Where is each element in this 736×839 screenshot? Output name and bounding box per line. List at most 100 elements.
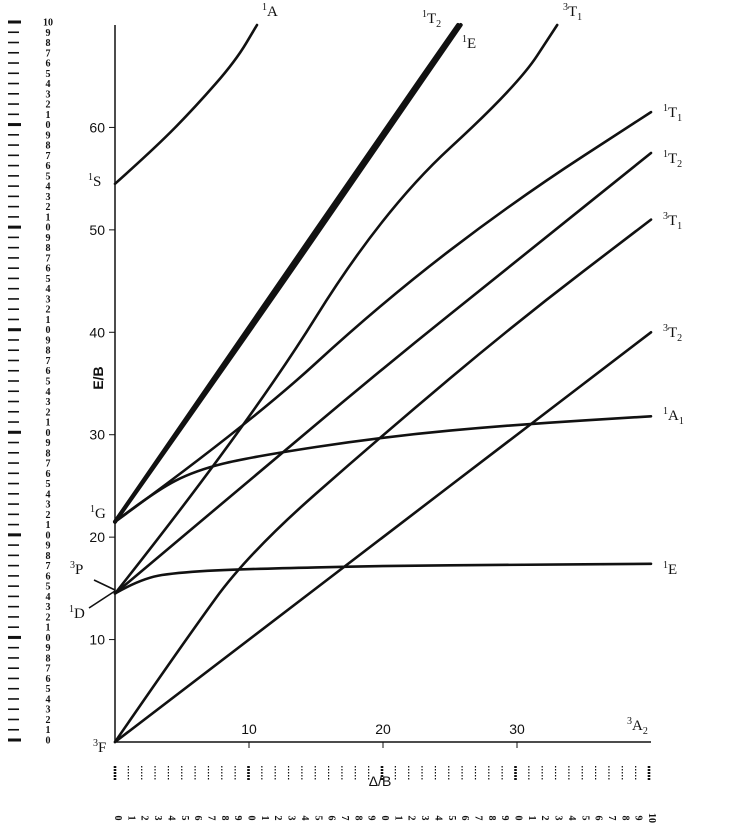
term-label-a1: 1A1 xyxy=(663,406,684,427)
bottom-ruler-digit: 0 xyxy=(246,816,257,821)
left-ruler-digit: 4 xyxy=(46,387,51,398)
left-ruler-digit: 3 xyxy=(46,89,51,100)
left-ruler-digit: 5 xyxy=(46,171,51,182)
term-labels: 1A 1T2 1E 3T1 1T1 1T2 3T1 3T2 1A1 1E 3A2 1S 1G 3P 1D 3F xyxy=(69,2,684,756)
term-label-g: 1G xyxy=(90,504,106,522)
bottom-ruler-digit: 7 xyxy=(205,816,216,821)
term-label-t2b: 1T2 xyxy=(663,149,682,170)
left-ruler-digit: 5 xyxy=(46,274,51,285)
y-tick-label: 40 xyxy=(89,324,105,340)
left-ruler-digit: 1 xyxy=(46,520,51,531)
bottom-ruler-digit: 0 xyxy=(513,816,524,821)
series-lines xyxy=(88,23,653,744)
left-ruler-digit: 9 xyxy=(46,335,51,346)
bottom-ruler-digit: 3 xyxy=(553,816,564,821)
left-ruler-digit: 5 xyxy=(46,479,51,490)
bottom-ruler-digit: 2 xyxy=(539,816,550,821)
bottom-ruler-digit: 4 xyxy=(432,816,443,821)
bottom-ruler-digit: 1 xyxy=(526,816,537,821)
left-ruler-digit: 2 xyxy=(46,407,51,418)
left-ruler-digit: 0 xyxy=(46,530,51,541)
x-axis-title: Δ/B xyxy=(369,773,392,789)
left-ruler-digit: 0 xyxy=(46,223,51,234)
left-ruler-digit: 1 xyxy=(46,110,51,121)
left-ruler-digit: 3 xyxy=(46,397,51,408)
left-ruler-digit: 2 xyxy=(46,510,51,521)
left-ruler-digit: 5 xyxy=(46,377,51,388)
series-line-6 xyxy=(113,218,653,744)
bottom-ruler-digit: 1 xyxy=(125,816,136,821)
y-axis-title: E/B xyxy=(90,366,106,389)
left-ruler-digit: 6 xyxy=(46,674,51,685)
left-ruler-digit: 10 xyxy=(43,18,53,29)
bottom-ruler-digit: 10 xyxy=(646,813,657,823)
left-ruler-digit: 6 xyxy=(46,59,51,70)
term-label-d: 1D xyxy=(69,604,85,622)
bottom-ruler-digit: 5 xyxy=(179,816,190,821)
bottom-ruler-digit: 1 xyxy=(392,816,403,821)
bottom-ruler-digit: 8 xyxy=(619,816,630,821)
x-ticks: 10 20 30 xyxy=(241,721,525,748)
left-ruler-digit: 4 xyxy=(46,489,51,500)
left-ruler-digit: 4 xyxy=(46,284,51,295)
term-label-eb: 1E xyxy=(663,560,677,578)
left-ruler-digit: 7 xyxy=(46,356,51,367)
bottom-ruler-digit: 6 xyxy=(326,816,337,821)
left-ruler-digit: 1 xyxy=(46,212,51,223)
series-line-5 xyxy=(113,151,653,595)
left-ruler-digit: 0 xyxy=(46,120,51,131)
bottom-ruler-digit: 5 xyxy=(579,816,590,821)
left-ruler-digit: 7 xyxy=(46,253,51,264)
term-label-t1b: 1T1 xyxy=(663,103,682,124)
x-tick-label: 10 xyxy=(241,721,257,737)
y-tick-label: 20 xyxy=(89,529,105,545)
left-ruler-digit: 8 xyxy=(46,141,51,152)
term-label-ea: 1E xyxy=(462,34,476,52)
left-ruler-digit: 4 xyxy=(46,79,51,90)
term-label-t2c: 3T2 xyxy=(663,323,682,344)
bottom-ruler-digit: 5 xyxy=(312,816,323,821)
left-ruler-digit: 4 xyxy=(46,694,51,705)
bottom-ruler-digit: 2 xyxy=(406,816,417,821)
left-ruler-digit: 9 xyxy=(46,643,51,654)
left-ruler-digit: 9 xyxy=(46,541,51,552)
term-label-t1a: 3T1 xyxy=(563,2,582,23)
series-line-2 xyxy=(113,23,460,524)
term-label-p: 3P xyxy=(70,560,83,578)
left-ruler-digit: 8 xyxy=(46,38,51,49)
left-ruler-digit: 2 xyxy=(46,100,51,111)
bottom-ruler-digit: 8 xyxy=(219,816,230,821)
left-ruler-digit: 4 xyxy=(46,592,51,603)
left-ruler-digit: 7 xyxy=(46,664,51,675)
bottom-ruler-digit: 6 xyxy=(192,816,203,821)
left-ruler-digit: 7 xyxy=(46,151,51,162)
y-tick-label: 10 xyxy=(89,632,105,648)
y-tick-label: 60 xyxy=(89,119,105,135)
series-line-9 xyxy=(113,562,653,595)
left-ruler-digit: 6 xyxy=(46,161,51,172)
bottom-ruler-digit: 4 xyxy=(566,816,577,821)
left-ruler-digit: 8 xyxy=(46,243,51,254)
y-ticks: 10 20 30 40 50 60 xyxy=(89,119,115,648)
left-ruler-digit: 1 xyxy=(46,725,51,736)
bottom-ruler-digit: 4 xyxy=(299,816,310,821)
left-ruler-digit: 5 xyxy=(46,582,51,593)
y-tick-label: 50 xyxy=(89,222,105,238)
left-ruler-digit: 3 xyxy=(46,294,51,305)
y-tick-label: 30 xyxy=(89,427,105,443)
bottom-ruler-digit: 0 xyxy=(379,816,390,821)
left-ruler-digit: 7 xyxy=(46,459,51,470)
bottom-ruler-digit: 9 xyxy=(232,816,243,821)
d-connector xyxy=(88,590,116,609)
bottom-ruler-digit: 8 xyxy=(486,816,497,821)
p-connector xyxy=(93,579,116,591)
bottom-ruler-digit: 2 xyxy=(139,816,150,821)
bottom-ruler-digit: 7 xyxy=(472,816,483,821)
bottom-ruler-digit: 7 xyxy=(606,816,617,821)
term-label-t1c: 3T1 xyxy=(663,211,682,232)
left-ruler-digit: 3 xyxy=(46,192,51,203)
left-ruler-digit: 1 xyxy=(46,418,51,429)
left-ruler-digit: 3 xyxy=(46,602,51,613)
bottom-ruler-digit: 8 xyxy=(352,816,363,821)
